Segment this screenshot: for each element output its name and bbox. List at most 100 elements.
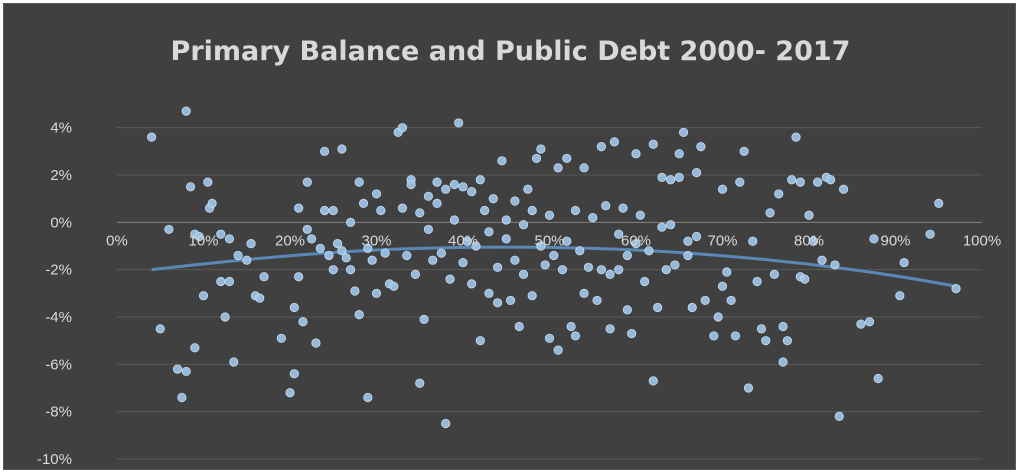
data-point	[372, 190, 380, 198]
data-point	[662, 265, 670, 273]
data-point	[831, 261, 839, 269]
data-point	[593, 296, 601, 304]
data-point	[351, 287, 359, 295]
data-point	[813, 178, 821, 186]
y-axis-tick-labels: 4% 2% 0% -2% -4% -6% -8% -10%	[37, 120, 72, 468]
data-point	[753, 277, 761, 285]
data-point	[303, 178, 311, 186]
data-point	[571, 206, 579, 214]
data-point	[537, 145, 545, 153]
data-point	[407, 180, 415, 188]
data-point	[489, 194, 497, 202]
data-point	[199, 292, 207, 300]
x-tick-label: 80%	[794, 232, 824, 249]
data-point	[679, 128, 687, 136]
data-point	[718, 185, 726, 193]
data-point	[783, 336, 791, 344]
data-point	[416, 209, 424, 217]
data-point	[493, 299, 501, 307]
data-point	[450, 216, 458, 224]
data-point	[381, 249, 389, 257]
data-point	[640, 277, 648, 285]
y-tick-label: 2%	[50, 167, 72, 184]
data-point	[770, 270, 778, 278]
data-point	[671, 261, 679, 269]
data-point	[342, 254, 350, 262]
x-tick-label: 0%	[106, 232, 128, 249]
data-point	[511, 197, 519, 205]
data-point	[688, 303, 696, 311]
data-point	[675, 150, 683, 158]
data-point	[403, 251, 411, 259]
data-point	[935, 199, 943, 207]
y-tick-label: -8%	[45, 404, 72, 421]
data-point	[498, 157, 506, 165]
data-point	[424, 225, 432, 233]
y-tick-label: -6%	[45, 356, 72, 373]
data-point	[316, 244, 324, 252]
data-point	[437, 249, 445, 257]
data-point	[744, 384, 752, 392]
data-point	[826, 176, 834, 184]
data-point	[442, 419, 450, 427]
data-point	[800, 275, 808, 283]
data-point	[377, 206, 385, 214]
data-point	[515, 322, 523, 330]
data-point	[480, 206, 488, 214]
data-point	[329, 206, 337, 214]
data-point	[528, 292, 536, 300]
data-point	[870, 235, 878, 243]
data-point	[355, 178, 363, 186]
data-point	[221, 313, 229, 321]
x-tick-label: 50%	[534, 232, 564, 249]
x-axis-tick-labels: 0% 10% 20% 30% 40% 50% 60% 70% 80% 90% 100%	[106, 232, 1001, 249]
data-point	[433, 178, 441, 186]
data-point	[485, 289, 493, 297]
data-point	[580, 164, 588, 172]
data-point	[225, 235, 233, 243]
data-point	[524, 185, 532, 193]
data-point	[545, 211, 553, 219]
y-tick-label: -10%	[37, 451, 72, 468]
data-point	[416, 379, 424, 387]
data-point	[325, 251, 333, 259]
data-point	[818, 256, 826, 264]
data-points	[147, 107, 960, 428]
data-point	[459, 183, 467, 191]
data-point	[467, 187, 475, 195]
data-point	[835, 412, 843, 420]
data-point	[550, 251, 558, 259]
x-tick-label: 30%	[361, 232, 391, 249]
data-point	[182, 367, 190, 375]
data-point	[519, 221, 527, 229]
data-point	[476, 336, 484, 344]
data-point	[446, 275, 454, 283]
data-point	[649, 140, 657, 148]
data-point	[666, 176, 674, 184]
data-point	[896, 292, 904, 300]
data-point	[230, 358, 238, 366]
data-point	[839, 185, 847, 193]
data-point	[597, 142, 605, 150]
data-point	[320, 147, 328, 155]
data-point	[243, 256, 251, 264]
data-point	[338, 145, 346, 153]
data-point	[796, 178, 804, 186]
data-point	[731, 332, 739, 340]
data-point	[511, 256, 519, 264]
data-point	[684, 251, 692, 259]
data-point	[225, 277, 233, 285]
data-point	[900, 258, 908, 266]
data-point	[584, 263, 592, 271]
data-point	[294, 273, 302, 281]
y-tick-label: -2%	[45, 262, 72, 279]
data-point	[204, 178, 212, 186]
data-point	[567, 322, 575, 330]
y-tick-label: 0%	[50, 214, 72, 231]
data-point	[329, 265, 337, 273]
data-point	[571, 332, 579, 340]
data-point	[589, 213, 597, 221]
data-point	[459, 258, 467, 266]
data-point	[658, 173, 666, 181]
